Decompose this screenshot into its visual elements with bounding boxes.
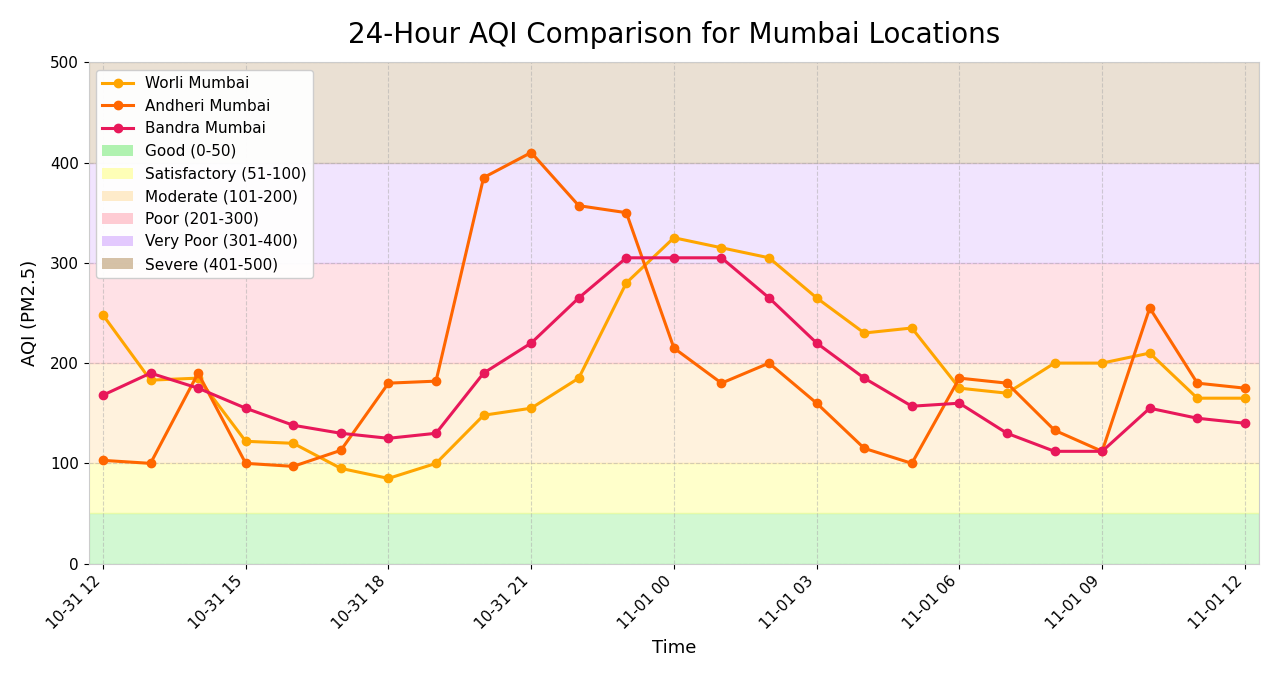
Worli Mumbai xyxy=(285,439,301,447)
Worli Mumbai xyxy=(333,464,348,473)
Andheri Mumbai xyxy=(952,374,968,382)
Andheri Mumbai xyxy=(762,359,777,367)
Bandra Mumbai xyxy=(762,294,777,302)
Bandra Mumbai xyxy=(618,254,634,262)
Bar xyxy=(88,163,1260,263)
Bandra Mumbai xyxy=(524,339,539,347)
Andheri Mumbai xyxy=(191,369,206,377)
Worli Mumbai xyxy=(476,411,492,419)
Worli Mumbai xyxy=(1094,359,1110,367)
Bandra Mumbai xyxy=(1094,447,1110,456)
Bandra Mumbai xyxy=(238,404,253,412)
Bandra Mumbai xyxy=(1000,429,1015,437)
Andheri Mumbai xyxy=(380,379,396,387)
Andheri Mumbai xyxy=(429,377,444,385)
Bandra Mumbai xyxy=(380,434,396,442)
Bandra Mumbai xyxy=(285,421,301,429)
Andheri Mumbai xyxy=(333,446,348,454)
Bar xyxy=(88,263,1260,363)
Line: Bandra Mumbai: Bandra Mumbai xyxy=(99,254,1249,456)
Title: 24-Hour AQI Comparison for Mumbai Locations: 24-Hour AQI Comparison for Mumbai Locati… xyxy=(348,21,1000,49)
X-axis label: Time: Time xyxy=(652,639,696,657)
Y-axis label: AQI (PM2.5): AQI (PM2.5) xyxy=(20,260,38,366)
Bandra Mumbai xyxy=(1142,404,1157,412)
Worli Mumbai xyxy=(524,404,539,412)
Line: Worli Mumbai: Worli Mumbai xyxy=(99,234,1249,483)
Worli Mumbai xyxy=(95,311,110,319)
Bandra Mumbai xyxy=(95,391,110,399)
Andheri Mumbai xyxy=(1238,384,1253,393)
Worli Mumbai xyxy=(1142,349,1157,357)
Andheri Mumbai xyxy=(1189,379,1204,387)
Worli Mumbai xyxy=(714,243,730,252)
Bandra Mumbai xyxy=(1047,447,1062,456)
Bandra Mumbai xyxy=(952,399,968,407)
Bar xyxy=(88,463,1260,513)
Worli Mumbai xyxy=(1238,394,1253,402)
Andheri Mumbai xyxy=(524,148,539,157)
Bar xyxy=(88,363,1260,463)
Andheri Mumbai xyxy=(1000,379,1015,387)
Andheri Mumbai xyxy=(238,459,253,467)
Bandra Mumbai xyxy=(666,254,681,262)
Bandra Mumbai xyxy=(1189,414,1204,422)
Bandra Mumbai xyxy=(476,369,492,377)
Worli Mumbai xyxy=(429,459,444,467)
Worli Mumbai xyxy=(143,376,159,384)
Andheri Mumbai xyxy=(666,344,681,352)
Worli Mumbai xyxy=(571,374,586,382)
Bandra Mumbai xyxy=(904,402,919,410)
Worli Mumbai xyxy=(618,279,634,287)
Bandra Mumbai xyxy=(429,429,444,437)
Andheri Mumbai xyxy=(571,201,586,210)
Worli Mumbai xyxy=(809,294,824,302)
Andheri Mumbai xyxy=(856,444,872,452)
Worli Mumbai xyxy=(238,437,253,445)
Bar xyxy=(88,513,1260,563)
Andheri Mumbai xyxy=(1142,304,1157,312)
Worli Mumbai xyxy=(1189,394,1204,402)
Bandra Mumbai xyxy=(1238,419,1253,427)
Worli Mumbai xyxy=(856,329,872,337)
Worli Mumbai xyxy=(191,374,206,382)
Worli Mumbai xyxy=(666,234,681,242)
Andheri Mumbai xyxy=(714,379,730,387)
Bandra Mumbai xyxy=(809,339,824,347)
Andheri Mumbai xyxy=(1094,447,1110,456)
Bandra Mumbai xyxy=(191,384,206,393)
Worli Mumbai xyxy=(904,324,919,332)
Andheri Mumbai xyxy=(1047,426,1062,435)
Bandra Mumbai xyxy=(571,294,586,302)
Legend: Worli Mumbai, Andheri Mumbai, Bandra Mumbai, Good (0-50), Satisfactory (51-100),: Worli Mumbai, Andheri Mumbai, Bandra Mum… xyxy=(96,70,312,278)
Worli Mumbai xyxy=(762,254,777,262)
Line: Andheri Mumbai: Andheri Mumbai xyxy=(99,148,1249,471)
Worli Mumbai xyxy=(952,384,968,393)
Andheri Mumbai xyxy=(809,399,824,407)
Worli Mumbai xyxy=(1047,359,1062,367)
Andheri Mumbai xyxy=(95,456,110,464)
Bandra Mumbai xyxy=(333,429,348,437)
Worli Mumbai xyxy=(380,475,396,483)
Bar xyxy=(88,62,1260,163)
Bandra Mumbai xyxy=(143,369,159,377)
Andheri Mumbai xyxy=(618,209,634,217)
Andheri Mumbai xyxy=(476,174,492,182)
Bandra Mumbai xyxy=(714,254,730,262)
Andheri Mumbai xyxy=(904,459,919,467)
Worli Mumbai xyxy=(1000,389,1015,397)
Bandra Mumbai xyxy=(856,374,872,382)
Andheri Mumbai xyxy=(143,459,159,467)
Andheri Mumbai xyxy=(285,462,301,471)
